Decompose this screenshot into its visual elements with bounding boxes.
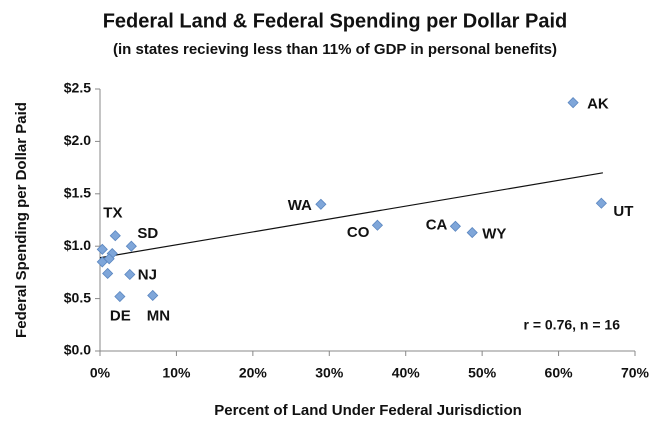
y-tick-label: $0.5 [64,289,91,305]
chart-title: Federal Land & Federal Spending per Doll… [103,10,568,32]
point-label: UT [613,203,633,220]
point-label: MN [147,307,170,324]
data-point [96,243,108,255]
data-point [595,197,607,209]
annotation: r = 0.76, n = 16 [523,317,620,333]
data-point [125,240,137,252]
point-label: AK [587,96,609,113]
y-tick-label: $2.0 [64,132,91,148]
point-label: CA [426,216,448,233]
y-axis-label: Federal Spending per Dollar Paid [13,102,30,338]
data-point [466,227,478,239]
point-label: CO [347,224,370,241]
data-point [567,97,579,109]
x-tick-label: 0% [90,365,111,381]
y-tick-label: $0.0 [64,342,91,358]
trendline [99,172,603,259]
y-tick-label: $1.0 [64,237,91,253]
x-tick-label: 50% [468,365,497,381]
x-tick-label: 20% [239,365,268,381]
data-point [103,253,115,265]
point-label: SD [137,225,158,242]
data-point [315,198,327,210]
data-point [114,290,126,303]
x-tick-label: 70% [621,365,650,381]
data-point [371,219,384,231]
data-point [96,256,108,268]
chart-subtitle: (in states recieving less than 11% of GD… [113,41,557,58]
point-label: DE [110,307,131,324]
x-tick-label: 60% [545,365,574,381]
x-axis-label: Percent of Land Under Federal Jurisdicti… [214,402,522,419]
data-point [147,289,159,302]
y-tick-label: $1.5 [64,185,91,201]
x-tick-label: 10% [162,365,191,381]
data-point [102,267,114,280]
point-label: TX [103,205,122,222]
data-point [109,230,121,242]
x-tick-label: 40% [392,365,421,381]
point-label: WY [482,226,506,243]
y-tick-label: $2.5 [64,80,91,96]
data-point [449,220,461,232]
data-point [124,268,136,281]
point-label: NJ [138,266,157,283]
point-label: WA [288,197,312,214]
x-tick-label: 30% [315,365,344,381]
